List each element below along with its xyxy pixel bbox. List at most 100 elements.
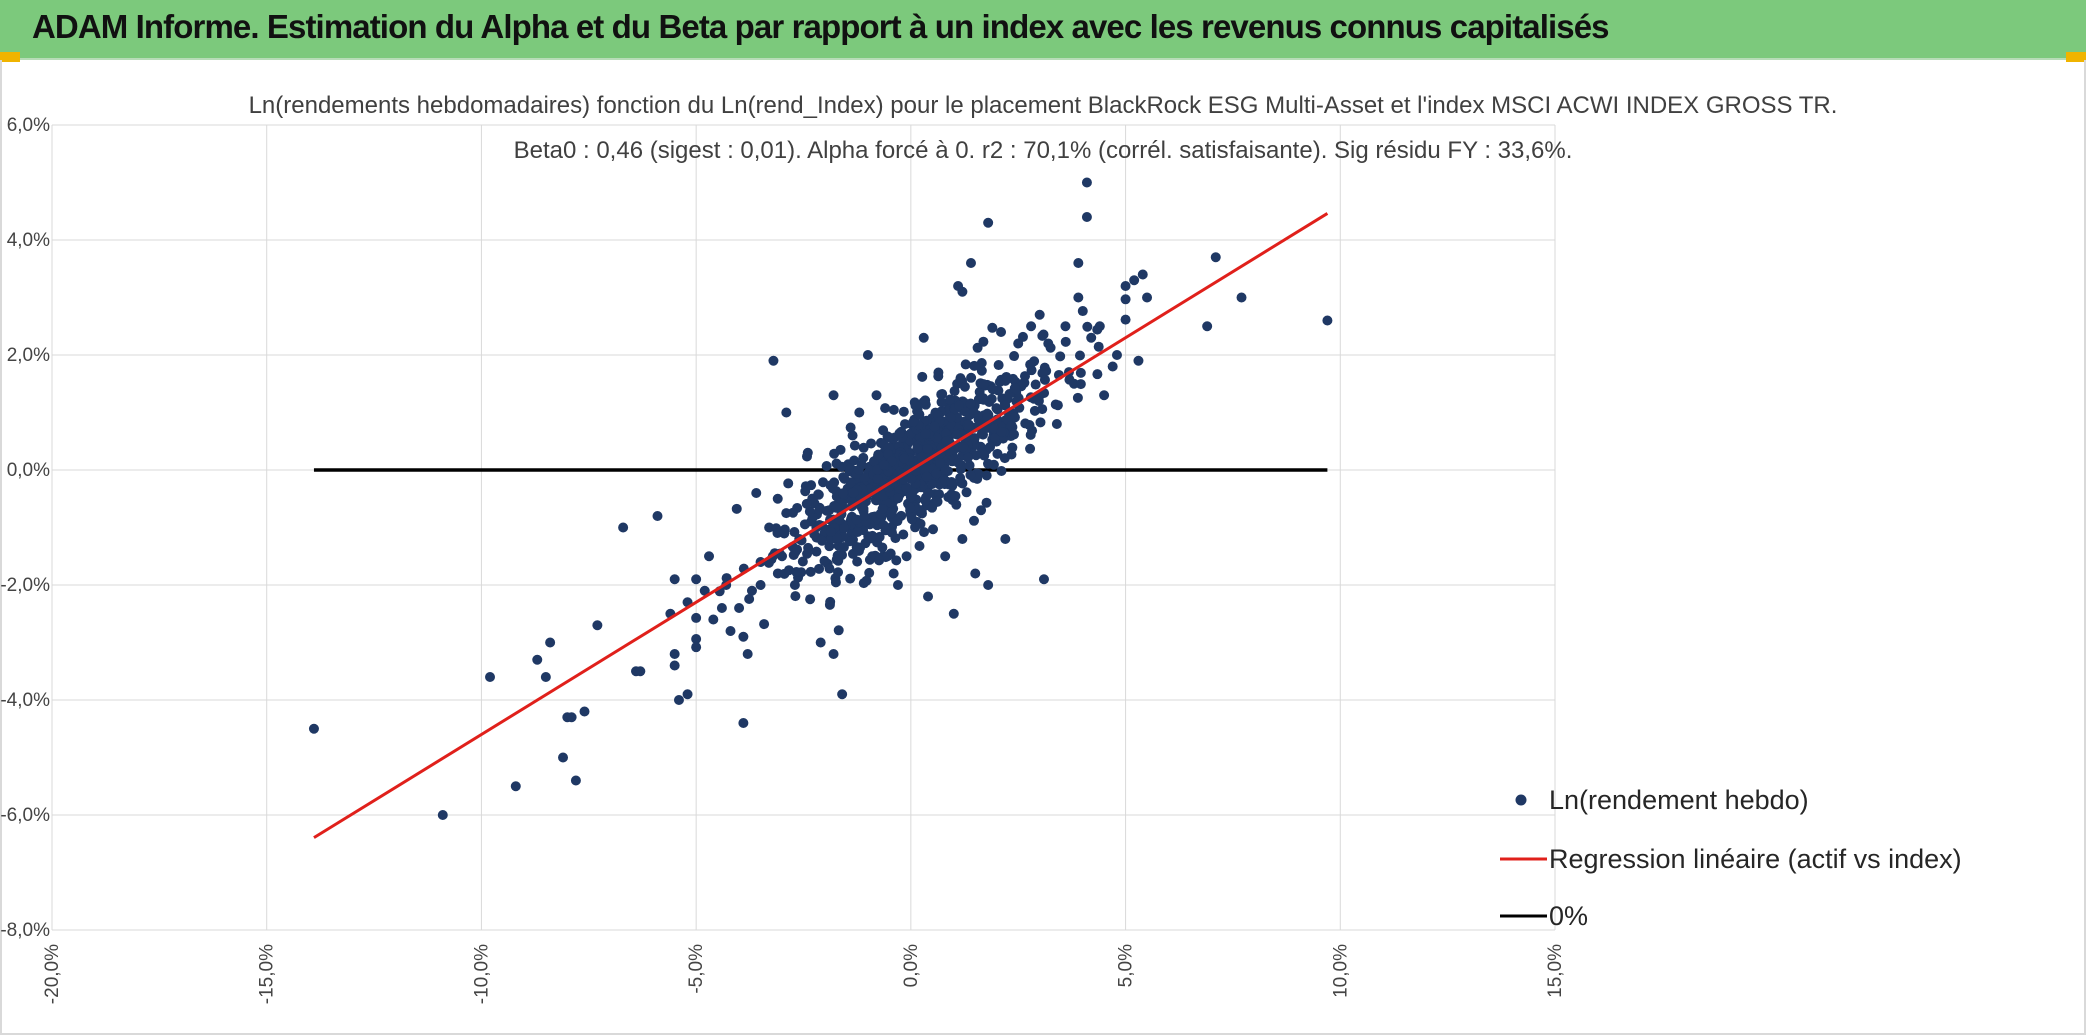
data-point	[1074, 350, 1085, 361]
data-point	[951, 499, 962, 510]
data-point	[851, 514, 862, 525]
legend: Ln(rendement hebdo) Regression linéaire …	[1500, 785, 1962, 931]
data-point	[914, 540, 925, 551]
data-point	[813, 489, 824, 500]
data-point	[635, 666, 646, 677]
data-point	[985, 441, 996, 452]
data-point	[308, 723, 319, 734]
data-point	[725, 626, 736, 636]
data-point	[854, 407, 865, 418]
data-point	[931, 468, 942, 479]
data-point	[905, 502, 916, 513]
data-point	[1025, 443, 1036, 454]
data-point	[1017, 331, 1028, 342]
data-point	[901, 482, 912, 493]
data-point	[879, 459, 890, 470]
data-point	[779, 528, 790, 539]
data-point	[928, 524, 939, 535]
data-point	[1006, 420, 1017, 431]
data-point	[673, 695, 684, 705]
data-point	[940, 551, 951, 562]
data-point	[825, 526, 836, 537]
data-point	[877, 503, 888, 514]
data-point	[946, 477, 957, 488]
data-point	[1137, 269, 1148, 280]
data-point	[800, 481, 811, 492]
data-point	[957, 534, 968, 544]
data-point	[839, 473, 850, 484]
data-point	[935, 457, 946, 468]
data-point	[682, 689, 693, 700]
data-point	[871, 390, 882, 401]
data-point	[906, 510, 917, 521]
data-point	[1034, 309, 1045, 320]
data-point	[1073, 292, 1084, 303]
data-point	[618, 522, 629, 533]
data-point	[814, 504, 825, 515]
data-point	[839, 523, 850, 534]
x-tick-label: 10,0%	[1330, 944, 1351, 998]
data-point	[485, 672, 496, 682]
data-point	[976, 365, 987, 376]
data-point	[852, 556, 863, 567]
data-point	[1092, 369, 1103, 380]
data-point	[853, 464, 864, 475]
data-point	[1038, 329, 1049, 340]
data-point	[545, 637, 556, 648]
data-point	[1037, 368, 1048, 379]
data-point	[833, 567, 844, 578]
data-point	[898, 406, 909, 417]
data-point	[1322, 315, 1333, 326]
data-point	[978, 379, 989, 390]
y-tick-label: 6,0%	[7, 115, 50, 136]
data-point	[540, 672, 551, 682]
data-point	[990, 432, 1001, 443]
data-point	[1210, 252, 1221, 263]
data-point	[949, 386, 960, 397]
data-point	[1120, 314, 1131, 325]
data-point	[979, 450, 990, 461]
data-point	[852, 526, 863, 537]
data-point	[1033, 395, 1044, 406]
report-title: ADAM Informe. Estimation du Alpha et du …	[32, 8, 1610, 45]
data-point	[691, 612, 702, 623]
data-point	[906, 474, 917, 485]
data-point	[858, 442, 869, 453]
data-point	[898, 529, 909, 540]
data-point	[849, 455, 860, 466]
data-point	[1060, 336, 1071, 347]
data-point	[848, 487, 859, 498]
legend-label-regression: Regression linéaire (actif vs index)	[1549, 844, 1962, 874]
data-point	[920, 428, 931, 439]
data-point	[862, 350, 873, 360]
data-point	[996, 426, 1007, 437]
data-point	[731, 503, 742, 514]
data-point	[746, 585, 757, 596]
data-point	[861, 575, 872, 586]
data-point	[945, 412, 956, 423]
data-point	[976, 358, 987, 369]
data-point	[759, 619, 770, 630]
data-point	[919, 527, 930, 538]
data-point	[1006, 449, 1017, 460]
data-point	[669, 660, 680, 671]
data-point	[959, 381, 970, 392]
data-point	[1009, 383, 1020, 394]
x-axis-tick-labels: -20,0% -15,0% -10,0% -5,0% 0,0% 5,0% 10,0% 15,0…	[42, 944, 1566, 1004]
data-point	[744, 593, 755, 604]
data-point	[815, 637, 826, 648]
data-point	[669, 574, 680, 585]
data-point	[914, 409, 925, 420]
y-tick-label: -8,0%	[0, 920, 50, 941]
data-point	[816, 535, 827, 546]
data-point	[936, 389, 947, 400]
data-point	[807, 512, 818, 523]
x-tick-label: 15,0%	[1545, 944, 1566, 998]
chart-area	[0, 60, 2086, 1035]
data-point	[922, 443, 933, 454]
data-point	[1051, 419, 1062, 429]
data-point	[866, 438, 877, 449]
data-point	[945, 419, 956, 430]
data-point	[962, 452, 973, 463]
